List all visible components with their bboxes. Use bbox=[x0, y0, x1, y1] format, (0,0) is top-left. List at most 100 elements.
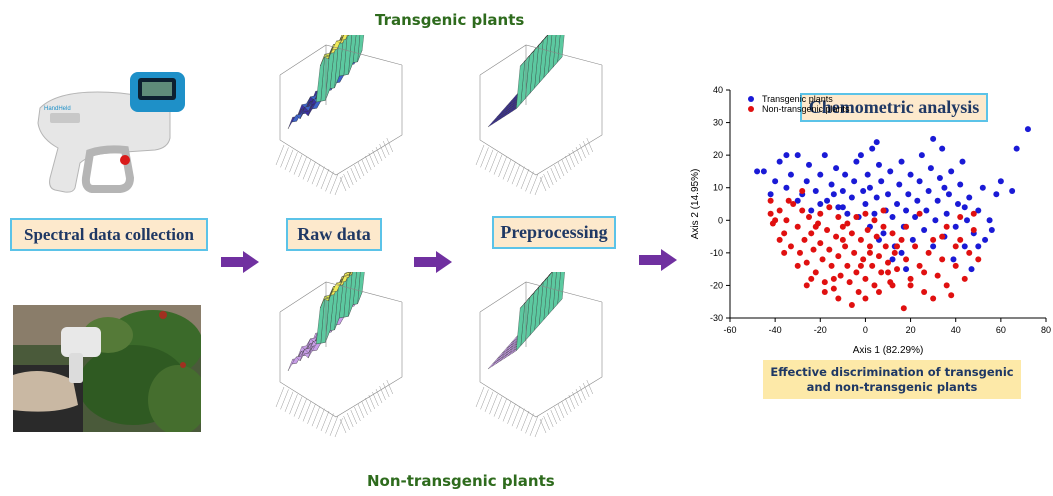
transgenic-point bbox=[787, 171, 794, 178]
non-transgenic-point bbox=[880, 207, 887, 214]
transgenic-point bbox=[783, 184, 790, 191]
transgenic-point bbox=[839, 187, 846, 194]
non-transgenic-point bbox=[857, 236, 864, 243]
non-transgenic-point bbox=[806, 214, 812, 221]
non-transgenic-point bbox=[961, 275, 968, 282]
non-transgenic-point bbox=[907, 282, 914, 289]
legend-label: Non-transgenic plants bbox=[762, 104, 850, 114]
non-transgenic-point bbox=[880, 223, 887, 230]
non-transgenic-point bbox=[826, 246, 833, 253]
chemometric-analysis-title: Chemometric analysis bbox=[800, 93, 988, 122]
non-transgenic-point bbox=[957, 236, 964, 243]
transgenic-point bbox=[873, 139, 880, 146]
transgenic-point bbox=[927, 165, 934, 172]
non-transgenic-point bbox=[846, 279, 853, 286]
plot-frame bbox=[275, 44, 403, 195]
non-transgenic-point bbox=[796, 249, 803, 256]
non-transgenic-point bbox=[848, 301, 855, 308]
transgenic-point bbox=[997, 178, 1004, 185]
non-transgenic-point bbox=[851, 249, 858, 256]
transgenic-point bbox=[959, 158, 966, 165]
non-transgenic-point bbox=[776, 207, 783, 214]
non-transgenic-point bbox=[862, 275, 869, 282]
non-transgenic-point bbox=[966, 249, 973, 256]
non-transgenic-point bbox=[781, 249, 788, 256]
non-transgenic-point bbox=[812, 223, 819, 230]
non-transgenic-point bbox=[785, 197, 792, 204]
non-transgenic-point bbox=[801, 236, 808, 243]
non-transgenic-point bbox=[894, 243, 901, 250]
non-transgenic-point bbox=[912, 243, 919, 250]
transgenic-point bbox=[952, 223, 959, 230]
transgenic-point bbox=[866, 184, 873, 191]
non-transgenic-point bbox=[839, 223, 846, 230]
conclusion-line-1: Effective discrimination of transgenic bbox=[770, 365, 1014, 379]
x-tick-label: 80 bbox=[1041, 325, 1051, 335]
non-transgenic-point bbox=[781, 230, 788, 237]
non-transgenic-point bbox=[826, 204, 833, 211]
transgenic-point bbox=[943, 210, 950, 217]
non-transgenic-point bbox=[903, 223, 910, 230]
transgenic-point bbox=[772, 178, 779, 185]
non-transgenic-point bbox=[833, 233, 840, 240]
transgenic-point bbox=[898, 158, 905, 165]
y-tick-label: 20 bbox=[713, 150, 723, 160]
surface-mesh bbox=[487, 35, 565, 128]
non-transgenic-point bbox=[885, 259, 891, 266]
transgenic-point bbox=[875, 161, 882, 168]
non-transgenic-point bbox=[900, 305, 907, 312]
transgenic-point bbox=[918, 152, 925, 159]
surface-mesh bbox=[287, 272, 365, 372]
transgenic-point bbox=[921, 227, 928, 234]
non-transgenic-point bbox=[819, 256, 826, 263]
non-transgenic-point bbox=[878, 269, 885, 276]
transgenic-point bbox=[830, 191, 837, 198]
x-tick-label: 20 bbox=[906, 325, 916, 335]
transgenic-point bbox=[848, 194, 855, 201]
non-transgenic-point bbox=[916, 210, 923, 217]
non-transgenic-point bbox=[824, 227, 831, 234]
y-axis-label: Axis 2 (14.95%) bbox=[690, 169, 701, 240]
non-transgenic-point bbox=[835, 253, 842, 260]
non-transgenic-point bbox=[921, 288, 928, 295]
y-tick-label: 0 bbox=[718, 215, 723, 225]
non-transgenic-point bbox=[939, 233, 946, 240]
non-transgenic-point bbox=[975, 256, 982, 263]
non-transgenic-point bbox=[794, 262, 801, 269]
transgenic-point bbox=[794, 197, 801, 204]
transgenic-point bbox=[806, 161, 812, 168]
transgenic-point bbox=[941, 184, 948, 191]
transgenic-point bbox=[824, 197, 831, 204]
x-tick-label: 60 bbox=[996, 325, 1006, 335]
x-tick-label: -60 bbox=[723, 325, 736, 335]
non-transgenic-point bbox=[970, 210, 977, 217]
transgenic-point bbox=[1024, 126, 1031, 133]
non-transgenic-point bbox=[803, 282, 810, 289]
y-tick-label: -30 bbox=[710, 313, 723, 323]
non-transgenic-point bbox=[812, 269, 819, 276]
transgenic-point bbox=[776, 158, 783, 165]
non-transgenic-point bbox=[889, 282, 896, 289]
spectrometer-device-image: HandHeld bbox=[37, 72, 185, 193]
transgenic-point bbox=[954, 201, 961, 207]
y-tick-label: -10 bbox=[710, 248, 723, 258]
transgenic-point bbox=[894, 201, 901, 207]
non-transgenic-point bbox=[830, 275, 837, 282]
non-transgenic-point bbox=[934, 272, 941, 279]
transgenic-point bbox=[945, 191, 952, 198]
transgenic-point bbox=[907, 171, 914, 178]
transgenic-point bbox=[873, 194, 880, 201]
non-transgenic-point bbox=[866, 243, 873, 250]
non-transgenic-point bbox=[943, 223, 950, 230]
transgenic-point bbox=[961, 204, 968, 211]
non-transgenic-point bbox=[907, 275, 914, 282]
transgenic-point bbox=[794, 152, 801, 159]
non-transgenic-point bbox=[871, 282, 878, 289]
transgenic-point bbox=[912, 214, 919, 221]
transgenic-point bbox=[909, 236, 916, 243]
preprocessing-box: Preprocessing bbox=[492, 216, 616, 249]
y-tick-label: 30 bbox=[713, 118, 723, 128]
non-transgenic-point bbox=[860, 256, 867, 263]
non-transgenic-point bbox=[817, 210, 824, 217]
non-transgenic-point bbox=[898, 236, 905, 243]
